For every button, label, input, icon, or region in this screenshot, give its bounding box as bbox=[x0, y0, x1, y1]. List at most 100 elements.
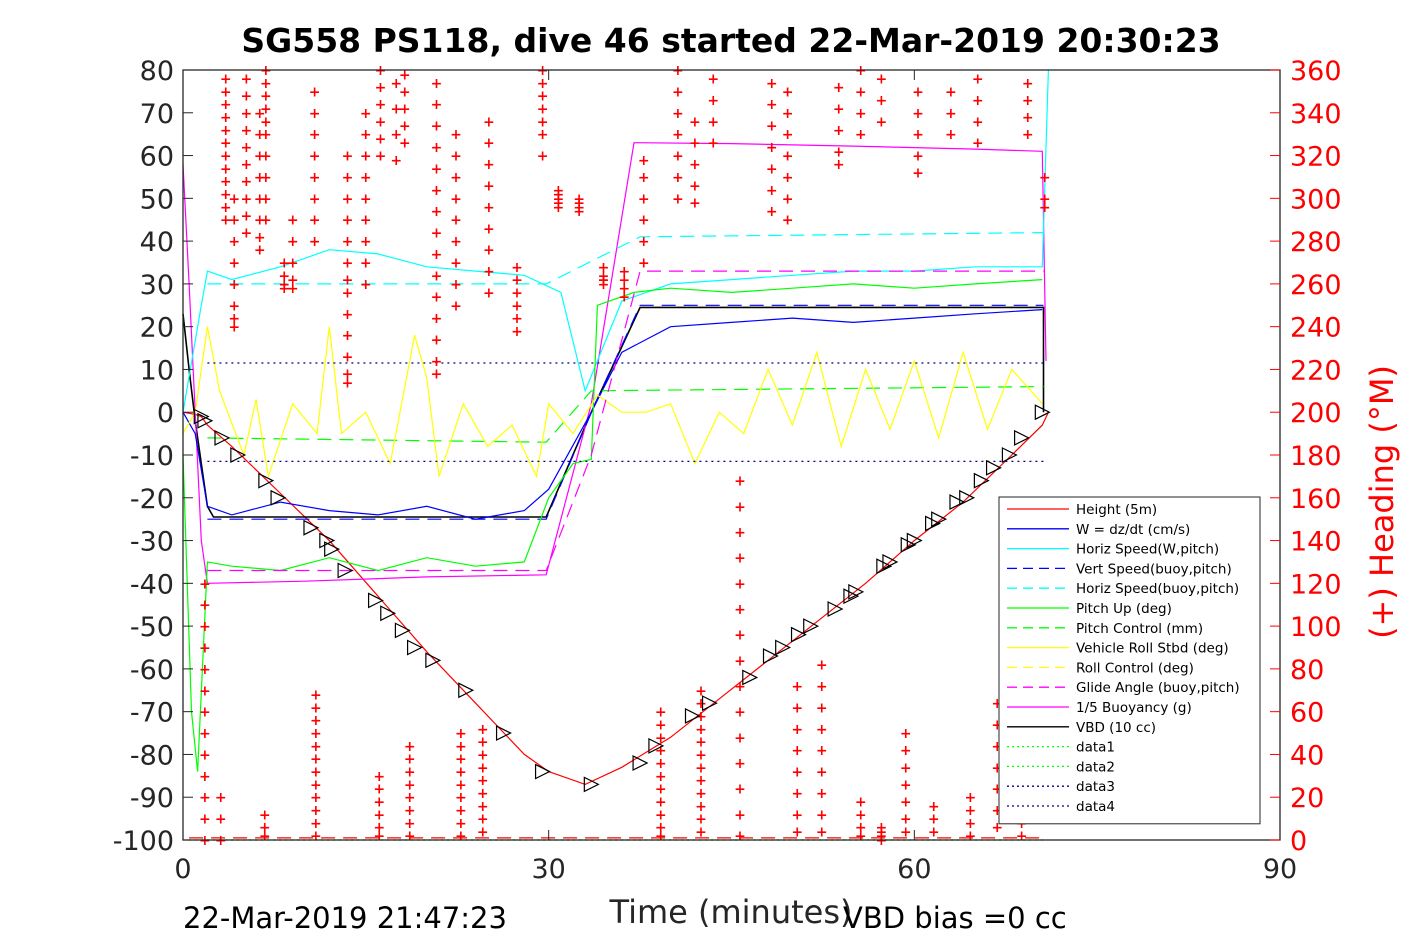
heading-marker: + bbox=[287, 234, 299, 250]
heading-marker: + bbox=[638, 213, 650, 229]
heading-marker: + bbox=[399, 67, 411, 83]
heading-marker: + bbox=[342, 191, 354, 207]
depth-marker bbox=[843, 588, 860, 605]
legend-label-roll-control-deg: Roll Control (deg) bbox=[1076, 660, 1194, 676]
heading-marker: + bbox=[455, 829, 467, 845]
heading-marker: + bbox=[618, 273, 630, 289]
heading-marker: + bbox=[309, 213, 321, 229]
heading-marker: + bbox=[360, 277, 372, 293]
heading-marker: + bbox=[537, 149, 549, 165]
heading-marker: + bbox=[876, 820, 888, 836]
right-y-tick-label: 160 bbox=[1290, 484, 1342, 515]
heading-marker: + bbox=[254, 191, 266, 207]
heading-marker: + bbox=[707, 72, 719, 88]
depth-marker bbox=[214, 429, 231, 446]
heading-marker: + bbox=[766, 161, 778, 177]
heading-marker: + bbox=[900, 812, 912, 828]
heading-marker: + bbox=[707, 136, 719, 152]
series-line-vbd-10-cc bbox=[182, 306, 1045, 518]
heading-marker: + bbox=[734, 576, 746, 592]
heading-markers: + + + + + + + + + + + + + + + + + + + + + + + + + + + + + + + + + + + + + + + +… bbox=[199, 63, 1051, 849]
series-line-vert-speed-buoy-pitch bbox=[207, 304, 1044, 520]
heading-marker: + bbox=[695, 786, 707, 802]
heading-marker: + bbox=[228, 191, 240, 207]
heading-marker: + bbox=[816, 807, 828, 823]
heading-marker: + bbox=[689, 114, 701, 130]
heading-marker: + bbox=[228, 277, 240, 293]
heading-marker: + bbox=[638, 153, 650, 169]
legend-label-1-5-buoyancy-g: 1/5 Buoyancy (g) bbox=[1076, 700, 1192, 716]
heading-marker: + bbox=[278, 281, 290, 297]
heading-marker: + bbox=[855, 820, 867, 836]
heading-marker: + bbox=[511, 298, 523, 314]
depth-marker bbox=[906, 532, 923, 549]
heading-marker: + bbox=[689, 136, 701, 152]
heading-marker: + bbox=[450, 256, 462, 272]
heading-marker: + bbox=[972, 136, 984, 152]
heading-marker: + bbox=[360, 149, 372, 165]
heading-marker: + bbox=[965, 803, 977, 819]
heading-marker: + bbox=[573, 204, 585, 220]
right-y-tick-label: 240 bbox=[1290, 313, 1342, 344]
heading-marker: + bbox=[695, 747, 707, 763]
heading-marker: + bbox=[511, 311, 523, 327]
depth-marker bbox=[534, 763, 551, 780]
x-tick-label: 90 bbox=[1263, 854, 1297, 885]
heading-marker: + bbox=[404, 790, 416, 806]
heading-marker: + bbox=[375, 131, 387, 147]
left-y-tick-label: 30 bbox=[140, 270, 174, 301]
heading-marker: + bbox=[672, 84, 684, 100]
heading-marker: + bbox=[900, 760, 912, 776]
legend-label-pitch-up-deg: Pitch Up (deg) bbox=[1076, 601, 1172, 617]
heading-marker: + bbox=[220, 161, 232, 177]
x-tick-label: 60 bbox=[897, 854, 931, 885]
heading-marker: + bbox=[477, 722, 489, 738]
heading-marker: + bbox=[260, 191, 272, 207]
heading-marker: + bbox=[260, 63, 272, 79]
heading-marker: + bbox=[573, 200, 585, 216]
heading-marker: + bbox=[483, 264, 495, 280]
depth-marker bbox=[762, 648, 779, 665]
heading-marker: + bbox=[791, 743, 803, 759]
heading-marker: + bbox=[199, 812, 211, 828]
heading-marker: + bbox=[655, 795, 667, 811]
heading-marker: + bbox=[241, 89, 253, 105]
left-y-tick-label: -50 bbox=[130, 612, 174, 643]
heading-marker: + bbox=[287, 256, 299, 272]
heading-marker: + bbox=[477, 824, 489, 840]
heading-marker: + bbox=[598, 268, 610, 284]
heading-marker: + bbox=[855, 127, 867, 143]
heading-marker: + bbox=[199, 683, 211, 699]
heading-marker: + bbox=[655, 782, 667, 798]
heading-marker: + bbox=[254, 243, 266, 259]
heading-marker: + bbox=[734, 679, 746, 695]
heading-marker: + bbox=[900, 743, 912, 759]
heading-marker: + bbox=[782, 127, 794, 143]
heading-marker: + bbox=[431, 140, 443, 156]
right-y-tick-label: 180 bbox=[1290, 441, 1342, 472]
heading-marker: + bbox=[695, 683, 707, 699]
heading-marker: + bbox=[791, 824, 803, 840]
heading-marker: + bbox=[695, 735, 707, 751]
heading-marker: + bbox=[833, 144, 845, 160]
heading-marker: + bbox=[241, 140, 253, 156]
heading-marker: + bbox=[450, 298, 462, 314]
left-y-tick-label: 0 bbox=[157, 398, 174, 429]
heading-marker: + bbox=[342, 213, 354, 229]
heading-marker: + bbox=[450, 277, 462, 293]
heading-marker: + bbox=[833, 123, 845, 139]
right-y-tick-label: 120 bbox=[1290, 569, 1342, 600]
x-axis-label: Time (minutes) bbox=[609, 893, 853, 931]
heading-marker: + bbox=[254, 149, 266, 165]
depth-marker bbox=[775, 639, 792, 656]
heading-marker: + bbox=[455, 752, 467, 768]
heading-marker: + bbox=[241, 123, 253, 139]
depth-marker bbox=[458, 682, 475, 699]
heading-marker: + bbox=[220, 174, 232, 190]
heading-marker: + bbox=[655, 743, 667, 759]
depth-marker bbox=[583, 776, 600, 793]
legend-label-data3: data3 bbox=[1076, 779, 1115, 795]
heading-marker: + bbox=[537, 114, 549, 130]
heading-marker: + bbox=[477, 799, 489, 815]
heading-marker: + bbox=[199, 598, 211, 614]
